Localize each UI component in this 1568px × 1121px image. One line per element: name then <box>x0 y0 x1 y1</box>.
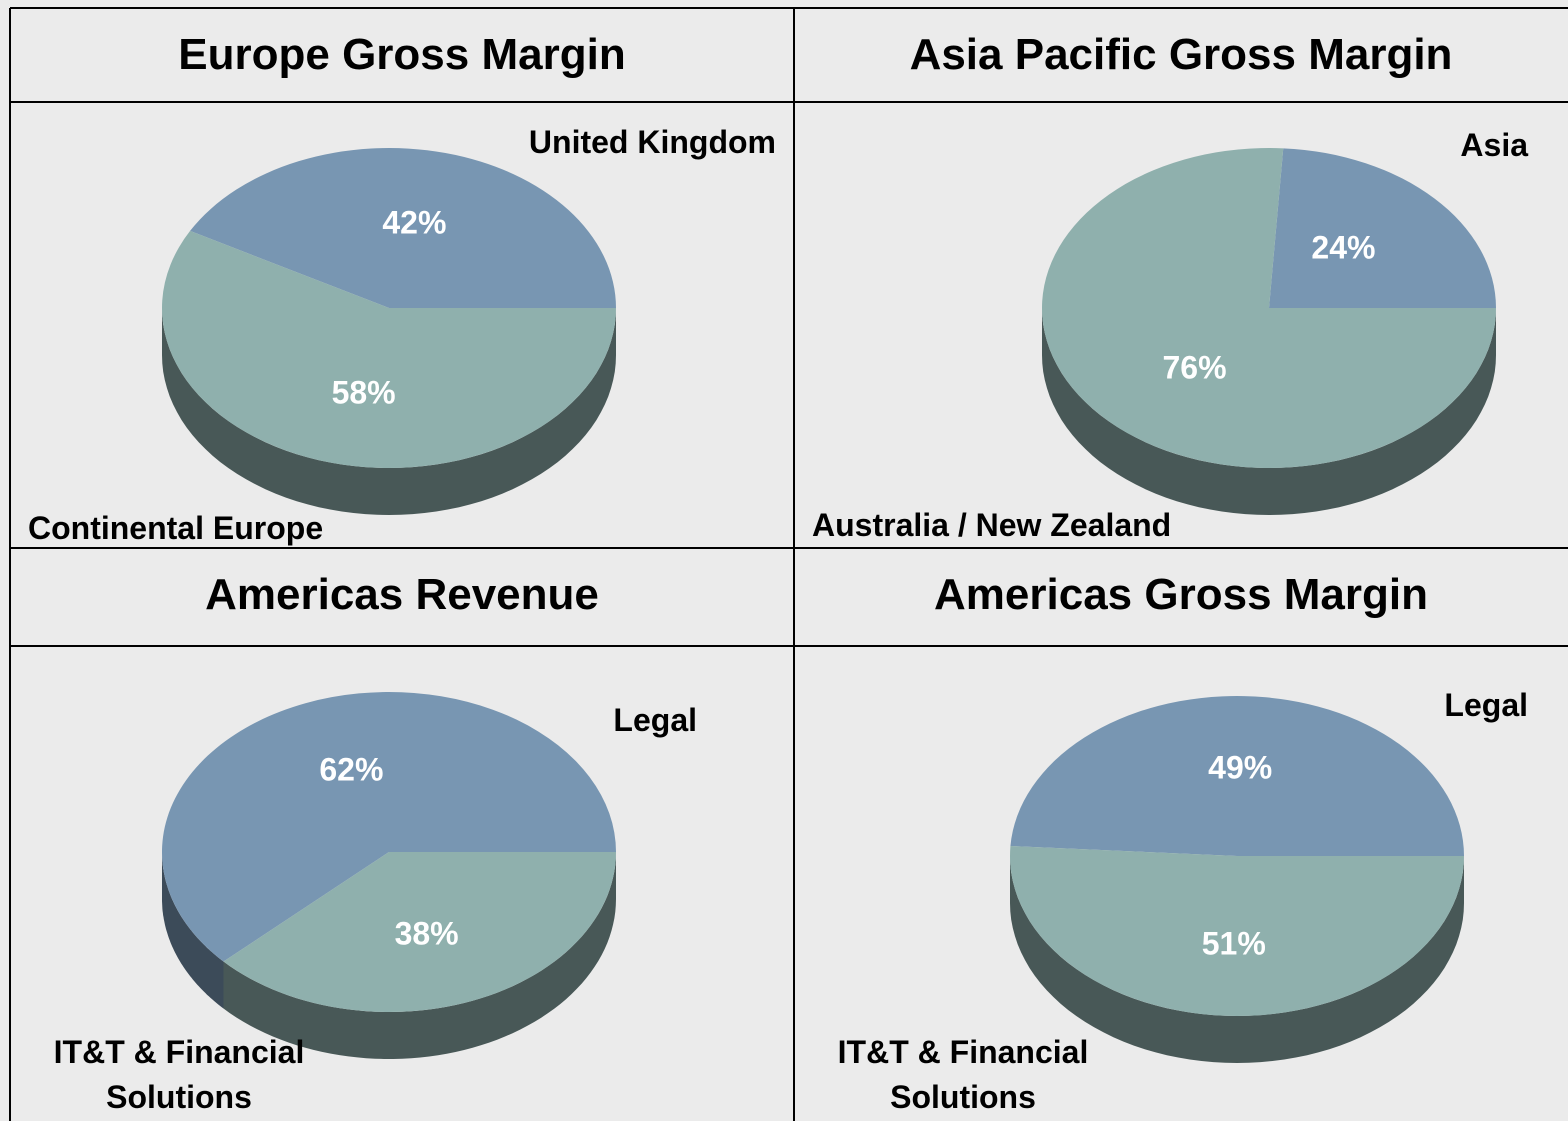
pie-slice <box>1009 845 1464 1017</box>
pie-slice-side <box>162 852 224 1009</box>
pie-slice-side <box>223 852 616 1059</box>
pie-slice-side <box>1010 856 1464 1063</box>
value-label: 51% <box>1201 925 1266 962</box>
category-label: Continental Europe <box>28 510 324 546</box>
value-label: 62% <box>319 751 384 788</box>
category-label: Legal <box>613 702 697 738</box>
pie-slice <box>1010 696 1464 856</box>
value-label: 49% <box>1208 749 1273 786</box>
pie-slice <box>190 148 617 308</box>
chart-title: Europe Gross Margin <box>178 30 626 79</box>
category-label: IT&T & Financial Solutions <box>837 1034 1089 1115</box>
value-label: 24% <box>1311 229 1376 266</box>
value-label: 38% <box>394 915 459 952</box>
value-label: 58% <box>331 374 396 411</box>
grid-frame <box>9 7 1568 1121</box>
value-label: 42% <box>382 204 447 241</box>
category-label: United Kingdom <box>528 124 776 160</box>
pie-slice <box>161 230 616 469</box>
category-label: Asia <box>1460 127 1528 163</box>
pie-slice-side <box>1042 308 1496 515</box>
pie-slice <box>161 692 616 962</box>
chart-title: Asia Pacific Gross Margin <box>909 30 1453 79</box>
chart-title: Americas Gross Margin <box>934 570 1428 619</box>
pie-slice-side <box>162 308 616 515</box>
pie-slice <box>1269 148 1496 308</box>
category-label: Legal <box>1444 687 1528 723</box>
pie-slice <box>1041 148 1496 468</box>
pie-slice <box>223 852 617 1012</box>
chart-title: Americas Revenue <box>205 570 599 619</box>
category-label: IT&T & Financial Solutions <box>53 1034 305 1115</box>
category-label: Australia / New Zealand <box>812 507 1172 543</box>
value-label: 76% <box>1162 349 1227 386</box>
